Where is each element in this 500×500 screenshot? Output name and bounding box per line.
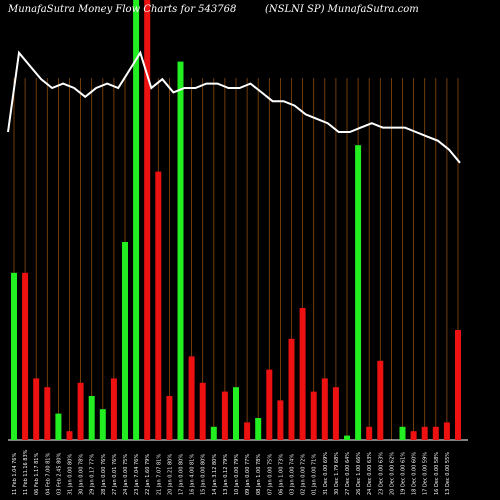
chart-title-left: MunafaSutra Money Flow Charts for 543768 [8, 4, 237, 15]
x-tick-label: 07 Jan 0.00 75% [267, 454, 273, 495]
bar [166, 396, 173, 440]
bar [66, 431, 73, 440]
bar [310, 391, 317, 440]
x-tick-label: 24 Dec 0.00 63% [367, 452, 373, 495]
bar [355, 145, 362, 440]
x-tick-label: 02 Jan 0.00 72% [301, 454, 307, 495]
x-tick-label: 04 Feb 7.00 81% [45, 453, 51, 495]
x-tick-label: 29 Jan 0.17 77% [90, 454, 96, 495]
x-tick-label: 26 Dec 1.00 66% [356, 452, 362, 495]
bar [277, 400, 284, 440]
bar [321, 378, 328, 440]
x-tick-label: 30 Jan 0.00 78% [79, 454, 85, 495]
x-tick-label: 08 Jan 1.00 78% [256, 454, 262, 495]
x-tick-label: 20 Dec 0.00 62% [389, 452, 395, 495]
x-tick-label: 20 Jan 0.21 80% [167, 454, 173, 495]
x-tick-label: 16 Dec 0.00 58% [434, 452, 440, 495]
bar [44, 387, 51, 440]
x-tick-label: 31 Dec 0.00 69% [323, 452, 329, 495]
x-tick-label: 11 Feb 11.16 83% [23, 449, 29, 495]
x-tick-label: 28 Jan 0.00 76% [101, 454, 107, 495]
x-tick-label: 23 Dec 0.00 63% [378, 452, 384, 495]
bar [188, 356, 195, 440]
bar [55, 413, 62, 440]
bar [299, 308, 306, 440]
x-tick-label: 03 Feb 2.45 80% [56, 453, 62, 495]
bar [22, 272, 29, 440]
x-tick-label: 22 Jan 1.60 79% [145, 454, 151, 495]
bar [288, 338, 295, 440]
bar [410, 431, 417, 440]
x-tick-label: 03 Jan 0.00 74% [290, 454, 296, 495]
bar [155, 171, 162, 440]
x-tick-label: 27 Jan 0.01 76% [112, 454, 118, 495]
bar [443, 422, 450, 440]
bar [210, 426, 217, 440]
x-tick-label: 19 Dec 0.00 61% [401, 452, 407, 495]
x-tick-label: 15 Jan 0.00 80% [201, 454, 207, 495]
x-tick-label: 09 Jan 0.00 77% [245, 454, 251, 495]
x-tick-label: 10 Jan 0.00 79% [234, 454, 240, 495]
bar [11, 272, 17, 440]
bar [233, 387, 239, 440]
x-tick-label: 06 Feb 1.17 81% [34, 453, 40, 495]
bar [244, 422, 251, 440]
x-tick-label: 13 Dec 0.00 55% [445, 452, 451, 495]
x-tick-label: 17 Dec 0.00 59% [423, 452, 429, 495]
bar [366, 426, 373, 440]
bar [377, 360, 384, 440]
x-tick-label: 16 Jan 4.00 81% [190, 454, 196, 495]
bar [455, 330, 461, 440]
bar [88, 396, 95, 440]
money-flow-line [7, 50, 461, 164]
bar [133, 0, 140, 440]
x-tick-label: 21 Jan 7.07 81% [156, 454, 162, 495]
bar [33, 378, 40, 440]
x-tick-label: 11 Feb 1.04 76% [12, 453, 18, 495]
x-tick-label: 14 Jan 3.12 80% [212, 454, 218, 495]
bar [110, 378, 117, 440]
bar [221, 391, 228, 440]
chart-title-right: (NSLNI SP) MunafaSutra.com [265, 4, 419, 15]
x-tick-label: 31 Jan 0.00 80% [68, 454, 74, 495]
x-tick-label: 23 Jan 7.04 76% [134, 454, 140, 495]
bar [255, 418, 262, 440]
x-tick-label: 24 Jan 0.00 75% [123, 454, 129, 495]
bar [199, 382, 206, 440]
bar [344, 435, 350, 440]
bar [421, 426, 428, 440]
bar [177, 61, 184, 440]
x-tick-label: 13 Jan 0.12 79% [223, 454, 229, 495]
bar [399, 426, 406, 440]
x-tick-label: 06 Jan 1.00 73% [278, 454, 284, 495]
bar [332, 387, 339, 440]
bar [99, 409, 106, 440]
bar [432, 426, 439, 440]
bar [77, 382, 84, 440]
x-tick-label: 27 Dec 0.00 64% [345, 452, 351, 495]
bar [266, 369, 273, 440]
x-tick-label: 17 Jan 0.00 80% [179, 454, 185, 495]
bar [122, 242, 128, 440]
x-tick-label: 01 Jan 0.00 71% [312, 454, 318, 495]
x-tick-label: 30 Dec 1.79 68% [334, 452, 340, 495]
x-tick-label: 18 Dec 0.00 60% [412, 452, 418, 495]
bar [144, 0, 151, 440]
